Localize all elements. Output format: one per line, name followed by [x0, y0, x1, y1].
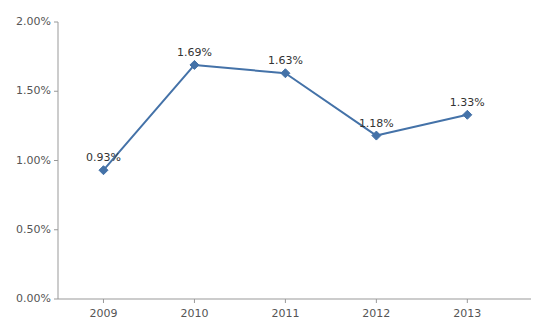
x-tick	[194, 299, 195, 303]
y-tick	[54, 91, 58, 92]
data-labels: 0.93% 1.69% 1.63% 1.18% 1.33%	[86, 46, 485, 164]
x-tick-label: 2010	[180, 307, 208, 320]
data-label: 1.18%	[359, 117, 394, 130]
chart-container: 0.00% 0.50% 1.00% 1.50% 2.00% 2009 2010 2011 201…	[0, 0, 547, 333]
y-tick-label: 0.50%	[16, 223, 51, 236]
marker	[463, 110, 472, 119]
data-label: 0.93%	[86, 151, 121, 164]
marker	[281, 69, 290, 78]
marker	[99, 166, 108, 175]
x-tick-label: 2012	[362, 307, 390, 320]
data-label: 1.33%	[450, 96, 485, 109]
x-tick	[103, 299, 104, 303]
x-tick-label: 2013	[453, 307, 481, 320]
x-axis-line	[58, 299, 531, 300]
y-tick	[54, 299, 58, 300]
y-tick-label: 0.00%	[16, 292, 51, 305]
marker	[372, 131, 381, 140]
y-tick-label: 1.00%	[16, 154, 51, 167]
y-tick	[54, 160, 58, 161]
x-tick-label: 2011	[271, 307, 299, 320]
y-tick	[54, 22, 58, 23]
marker	[190, 60, 199, 69]
line	[103, 65, 467, 170]
axes: 0.00% 0.50% 1.00% 1.50% 2.00% 2009 2010 2011 201…	[16, 15, 531, 320]
x-tick-label: 2009	[89, 307, 117, 320]
plot-area	[99, 60, 472, 174]
x-tick	[467, 299, 468, 303]
y-tick	[54, 229, 58, 230]
chart-svg: 0.00% 0.50% 1.00% 1.50% 2.00% 2009 2010 2011 201…	[0, 0, 547, 333]
x-tick	[376, 299, 377, 303]
y-tick-label: 1.50%	[16, 84, 51, 97]
data-label: 1.63%	[268, 54, 303, 67]
x-tick	[285, 299, 286, 303]
y-tick-label: 2.00%	[16, 15, 51, 28]
data-label: 1.69%	[177, 46, 212, 59]
